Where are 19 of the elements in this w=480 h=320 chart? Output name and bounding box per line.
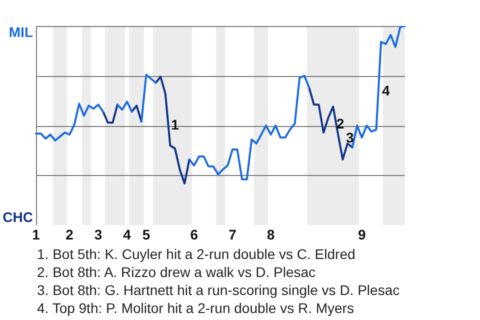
x-tick-label: 2 [66, 226, 74, 242]
x-tick-label: 5 [142, 226, 150, 242]
x-tick-label: 6 [190, 226, 198, 242]
x-tick-label: 1 [32, 226, 40, 242]
x-tick-label: 3 [94, 226, 102, 242]
text: CHC [2, 209, 33, 226]
text: MIL [8, 24, 34, 40]
annotation: 4 [382, 82, 390, 99]
x-tick-label: 9 [358, 226, 366, 242]
x-tick-label: 8 [266, 226, 275, 242]
x-tick-label: 4 [123, 226, 132, 242]
x-tick-label: 7 [228, 226, 237, 242]
text: 4. Top 9th: P. Molitor hit a 2-run double vs R. Myers [37, 299, 355, 317]
annotation: 3 [346, 129, 354, 146]
annotation: 1 [171, 116, 180, 132]
text: 1. Bot 5th: K. Cuyler hit a 2-run double vs C. Eldred [37, 245, 356, 263]
text: 2. Bot 8th: A. Rizzo drew a walk vs D. Plesac [37, 263, 317, 281]
annotation: 2 [336, 115, 344, 132]
text: 3. Bot 8th: G. Hartnett hit a run-scoring single vs D. Plesac [37, 281, 400, 299]
